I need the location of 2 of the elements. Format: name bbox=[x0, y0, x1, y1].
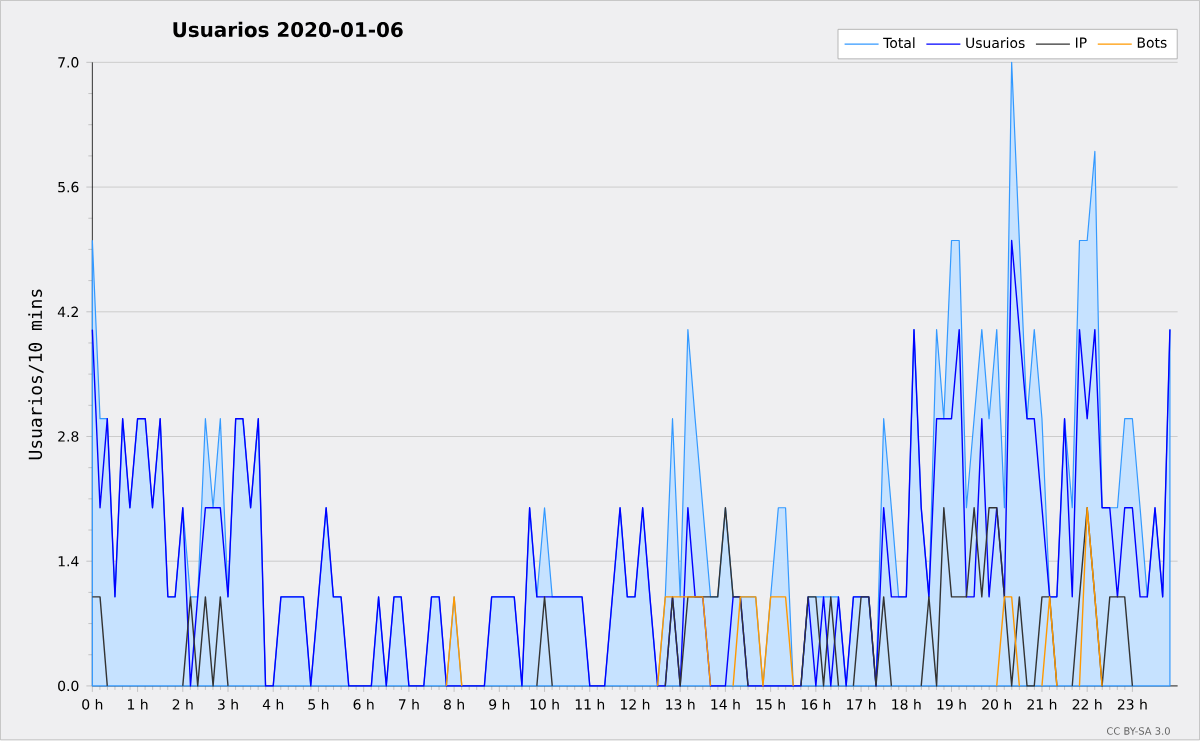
chart-title: Usuarios 2020-01-06 bbox=[173, 22, 403, 38]
y-axis-title: Usuarios/10 mins bbox=[28, 289, 44, 460]
